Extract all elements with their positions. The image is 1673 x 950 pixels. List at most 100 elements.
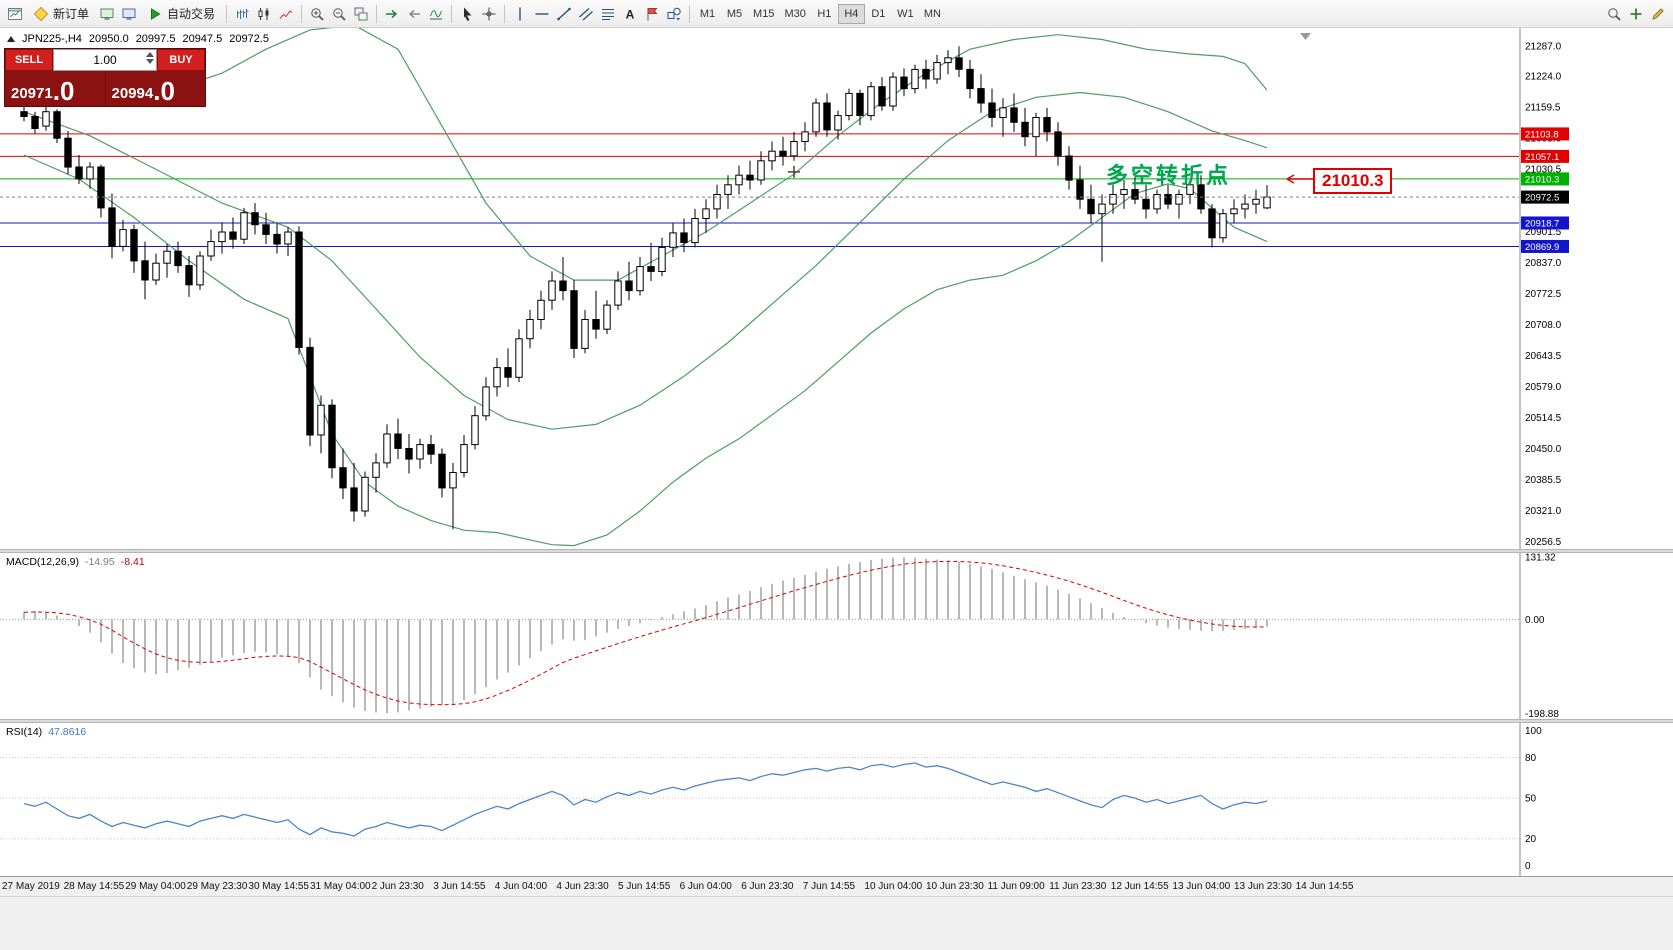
search-button[interactable]: [1603, 3, 1625, 25]
panel-divider[interactable]: [0, 719, 1673, 723]
market-watch-button[interactable]: [96, 3, 118, 25]
candlestick-chart-icon: [256, 6, 272, 22]
new-chart-button[interactable]: [4, 3, 26, 25]
timeframe-m1-button[interactable]: M1: [694, 4, 721, 24]
candlestick-chart-button[interactable]: [253, 3, 275, 25]
time-label: 3 Jun 14:55: [433, 881, 486, 892]
zoom-out-button[interactable]: [328, 3, 350, 25]
price-chart-panel[interactable]: 21287.021224.021159.521095.021030.520966…: [0, 24, 1673, 549]
timeframe-w1-button[interactable]: W1: [892, 4, 919, 24]
ohlc-low: 20947.5: [182, 33, 223, 45]
time-axis[interactable]: 27 May 2019 28 May 14:55 29 May 04:00 29 Ma…: [0, 876, 1673, 896]
svg-text:21103.8: 21103.8: [1525, 129, 1559, 140]
timeframe-d1-button[interactable]: D1: [865, 4, 892, 24]
toolbar-separator: [451, 4, 453, 23]
volume-field[interactable]: 1.00: [53, 49, 157, 71]
svg-text:20: 20: [1525, 834, 1537, 845]
time-label: 2 Jun 23:30: [371, 881, 424, 892]
auto-scroll-icon: [384, 6, 400, 22]
cursor-button[interactable]: [456, 3, 478, 25]
cross-marker-icon: [788, 165, 800, 178]
svg-text:20708.0: 20708.0: [1525, 320, 1562, 331]
auto-scroll-button[interactable]: [381, 3, 403, 25]
new-order-button-label: 新订单: [53, 7, 90, 21]
timeframe-m15-button[interactable]: M15: [748, 4, 779, 24]
buy-price-display[interactable]: 20994.0: [104, 71, 206, 106]
buy-price-main: 20994: [111, 85, 154, 102]
zoom-out-icon: [331, 6, 347, 22]
svg-text:A: A: [626, 7, 635, 21]
status-bar: [0, 896, 1673, 950]
svg-text:21287.0: 21287.0: [1525, 41, 1562, 52]
trendline-button[interactable]: [553, 3, 575, 25]
sell-price-display[interactable]: 20971.0: [5, 71, 105, 106]
timeframe-m5-button[interactable]: M5: [721, 4, 748, 24]
ohlc-close: 20972.5: [229, 33, 269, 45]
equidistant-channel-button[interactable]: [575, 3, 597, 25]
price-tag: [1521, 190, 1569, 204]
line-chart-button[interactable]: [275, 3, 297, 25]
macd-histogram: [23, 557, 1268, 714]
timeframe-h4-button[interactable]: H4: [837, 3, 865, 24]
edit-button[interactable]: [1647, 3, 1669, 25]
ohlc-high: 20997.5: [135, 33, 176, 45]
data-window-button[interactable]: [118, 3, 140, 25]
time-label: 31 May 04:00: [310, 881, 371, 892]
time-label: 30 May 14:55: [248, 881, 309, 892]
timeframe-m30-button[interactable]: M30: [779, 4, 810, 24]
price-chart-canvas[interactable]: 21287.021224.021159.521095.021030.520966…: [0, 24, 1673, 549]
auto-trading-button[interactable]: 自动交易: [140, 3, 222, 25]
rsi-canvas[interactable]: 100 80 50 20 0: [0, 723, 1673, 876]
horizontal-line-button[interactable]: [531, 3, 553, 25]
buy-button[interactable]: BUY: [157, 49, 205, 71]
vertical-line-button[interactable]: [509, 3, 531, 25]
macd-canvas[interactable]: 131.32 0.00 -198.88: [0, 553, 1673, 720]
svg-text:20385.5: 20385.5: [1525, 475, 1562, 486]
time-label: 6 Jun 23:30: [741, 881, 794, 892]
toolbar-separator: [376, 4, 378, 23]
vertical-line-icon: [512, 6, 528, 22]
sell-button[interactable]: SELL: [5, 49, 53, 71]
volume-stepper[interactable]: [146, 52, 154, 64]
sell-price-frac: .0: [52, 76, 75, 106]
crosshair-button[interactable]: [478, 3, 500, 25]
text-label-button[interactable]: A: [619, 3, 641, 25]
toolbar-right: [1603, 3, 1669, 25]
volume-up-icon[interactable]: [146, 52, 154, 57]
time-label: 13 Jun 04:00: [1172, 881, 1231, 892]
timeframe-mn-button[interactable]: MN: [919, 4, 946, 24]
time-label: 27 May 2019: [2, 881, 60, 892]
fibonacci-button[interactable]: [597, 3, 619, 25]
svg-text:21010.3: 21010.3: [1525, 174, 1559, 185]
svg-text:20837.0: 20837.0: [1525, 258, 1562, 269]
macd-panel[interactable]: 131.32 0.00 -198.88 MACD(12,26,9) -14.95 -…: [0, 553, 1673, 720]
rsi-panel[interactable]: 100 80 50 20 0 RSI(14) 47.8616: [0, 723, 1673, 876]
new-order-button[interactable]: 新订单: [26, 3, 96, 25]
zoom-in-button[interactable]: [306, 3, 328, 25]
indicators-button[interactable]: [425, 3, 447, 25]
scroll-end-marker-icon: [1300, 33, 1311, 40]
time-label: 11 Jun 23:30: [1049, 881, 1107, 892]
time-label: 4 Jun 04:00: [494, 881, 548, 892]
bollinger-bands: [23, 24, 1268, 547]
shapes-dropdown-button[interactable]: [663, 3, 685, 25]
turning-point-annotation[interactable]: 多空转折点: [1106, 163, 1232, 188]
timeframe-h1-button[interactable]: H1: [811, 4, 838, 24]
bar-chart-button[interactable]: [231, 3, 253, 25]
new-chart-icon: [7, 6, 23, 22]
volume-down-icon[interactable]: [146, 59, 154, 64]
arrow-objects-button[interactable]: [641, 3, 663, 25]
chart-shift-button[interactable]: [403, 3, 425, 25]
symbol-timeframe-label: JPN225-,H4: [22, 33, 82, 45]
svg-text:20972.5: 20972.5: [1525, 193, 1559, 204]
rsi-axis: 100 80 50 20 0: [1519, 723, 1542, 876]
tile-windows-button[interactable]: [350, 3, 372, 25]
time-label: 14 Jun 14:55: [1295, 881, 1354, 892]
callout-arrow-icon: [1286, 174, 1313, 184]
panel-divider[interactable]: [0, 549, 1673, 553]
price-callout-box[interactable]: 21010.3: [1313, 168, 1393, 194]
time-label: 5 Jun 14:55: [618, 881, 671, 892]
volume-value[interactable]: 1.00: [93, 53, 117, 67]
price-tag: [1521, 239, 1569, 253]
add-button[interactable]: [1625, 3, 1647, 25]
